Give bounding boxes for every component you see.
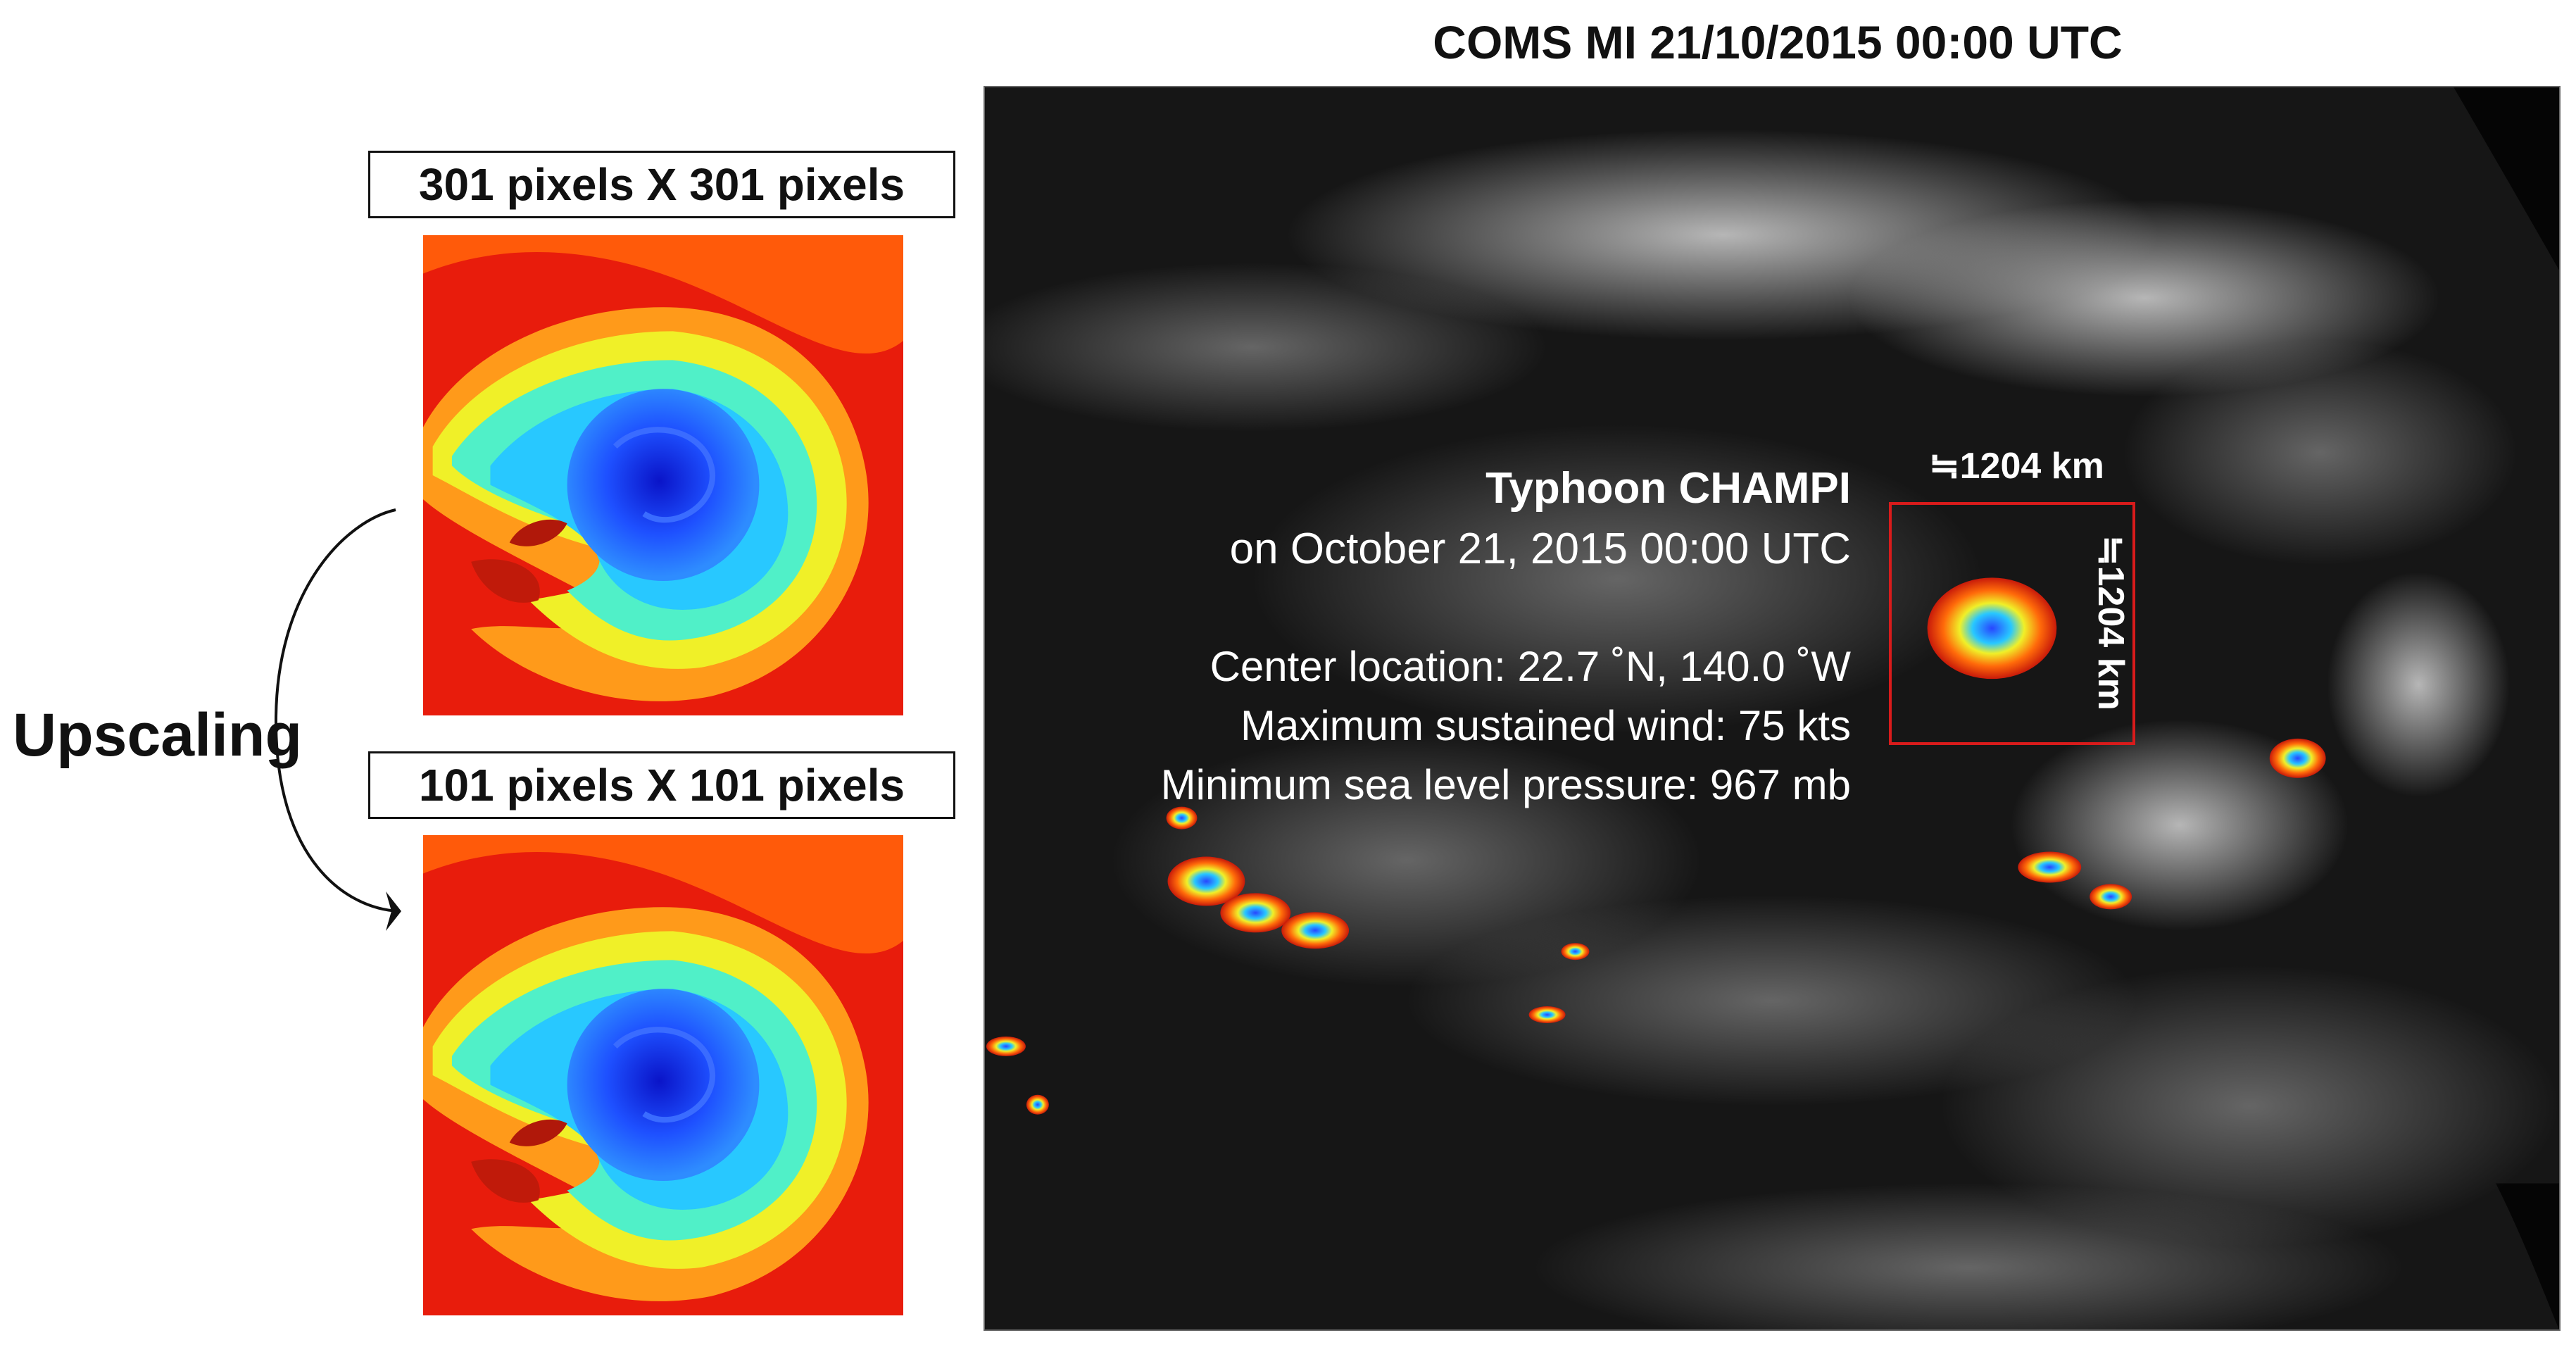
- figure-title: COMS MI 21/10/2015 00:00 UTC: [1433, 16, 2123, 68]
- typhoon-name: Typhoon CHAMPI: [1485, 464, 1851, 513]
- box-width-label: ≒1204 km: [1929, 446, 2104, 487]
- min-pressure: Minimum sea level pressure: 967 mb: [1160, 761, 1851, 808]
- arrow-head-icon: [386, 891, 401, 931]
- bottom-image-size-label: 101 pixels X 101 pixels: [368, 751, 955, 819]
- high-resolution-typhoon-image: [423, 235, 903, 715]
- typhoon-bounding-box: [1889, 502, 2135, 745]
- satellite-image: [984, 86, 2561, 1331]
- center-location: Center location: 22.7 ˚N, 140.0 ˚W: [1210, 643, 1851, 690]
- upscaling-label: Upscaling: [13, 701, 302, 769]
- box-height-label: ≒1204 km: [2090, 535, 2131, 711]
- max-wind: Maximum sustained wind: 75 kts: [1240, 702, 1851, 749]
- top-image-size-label: 301 pixels X 301 pixels: [368, 151, 955, 218]
- low-resolution-typhoon-image: [423, 835, 903, 1315]
- bottom-image-size-text: 101 pixels X 101 pixels: [418, 760, 905, 810]
- typhoon-date: on October 21, 2015 00:00 UTC: [1229, 525, 1851, 573]
- upscaling-arrow: [274, 508, 401, 931]
- top-image-size-text: 301 pixels X 301 pixels: [418, 159, 905, 210]
